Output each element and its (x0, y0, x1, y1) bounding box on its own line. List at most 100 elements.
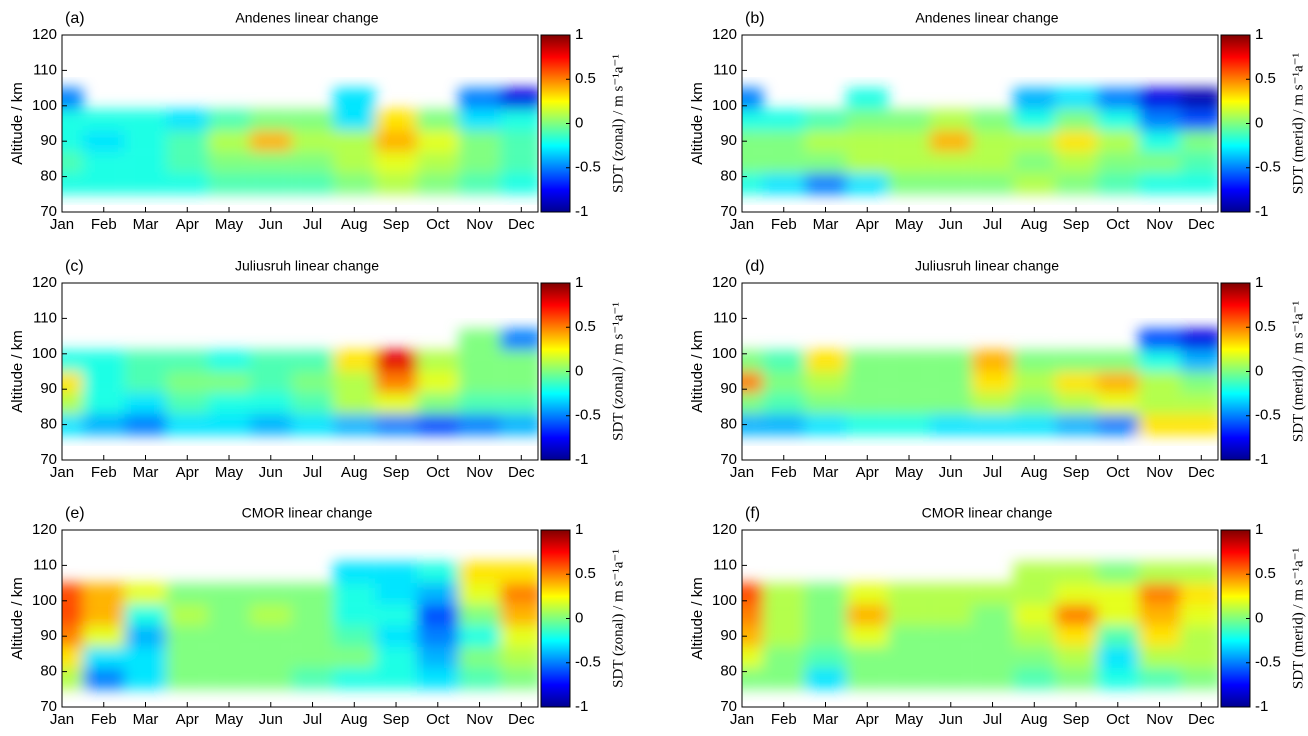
x-tick-label: Sep (1063, 464, 1090, 481)
colorbar-tick-label: -0.5 (1255, 159, 1281, 176)
cell (1096, 625, 1139, 647)
cell (742, 371, 763, 393)
cell (416, 173, 459, 195)
cell (458, 413, 501, 436)
cell (1013, 392, 1056, 414)
cell (1138, 350, 1181, 372)
x-tick-label: Jul (983, 464, 1002, 481)
cell (971, 130, 1014, 152)
cell (333, 350, 376, 372)
cell (249, 413, 292, 436)
cell (929, 668, 972, 690)
cell (166, 130, 209, 152)
x-tick-label: May (215, 711, 244, 728)
panel-tag: (b) (745, 10, 765, 27)
y-tick-label: 70 (720, 698, 737, 715)
x-tick-label: Dec (1188, 216, 1215, 233)
x-tick-label: Feb (771, 711, 797, 728)
cell (1138, 646, 1181, 669)
x-tick-label: Nov (1146, 464, 1173, 481)
field (742, 561, 1218, 690)
x-tick-label: Jan (50, 464, 74, 481)
cell (416, 371, 459, 393)
cell (1013, 151, 1056, 174)
cell (166, 392, 209, 414)
cell (208, 413, 250, 436)
x-tick-label: Nov (1146, 216, 1173, 233)
cell (762, 413, 805, 436)
cell (500, 109, 538, 131)
cell (124, 173, 167, 195)
cell (62, 88, 83, 110)
x-tick-label: Sep (383, 216, 410, 233)
cell (62, 583, 83, 605)
y-axis-label: Altitude / km (9, 330, 26, 413)
cell (333, 173, 376, 195)
x-tick-label: Jun (939, 216, 963, 233)
axes-frame (741, 282, 1219, 461)
cell (375, 151, 417, 174)
x-tick-label: Aug (341, 711, 368, 728)
cell (1138, 173, 1181, 195)
colorbar-tick-label: 0.5 (575, 565, 596, 582)
y-axis-label: Altitude / km (9, 82, 26, 165)
cell (929, 350, 972, 372)
cell (1180, 583, 1218, 605)
cell (500, 668, 538, 690)
cell (62, 668, 83, 690)
cell (416, 583, 459, 605)
cell (846, 392, 889, 414)
cell (762, 646, 805, 669)
cell (1138, 371, 1181, 393)
cell (742, 625, 763, 647)
cell (1013, 646, 1056, 669)
cell (458, 88, 501, 110)
panel-title: CMOR linear change (242, 505, 373, 521)
cell (1096, 392, 1139, 414)
cell (762, 109, 805, 131)
colorbar-tick-label: -1 (575, 451, 588, 468)
y-tick-label: 120 (32, 274, 57, 291)
cell (82, 392, 125, 414)
cell (1180, 371, 1218, 393)
cell (166, 109, 209, 131)
y-tick-label: 70 (40, 698, 57, 715)
cell (1096, 646, 1139, 669)
cell (291, 173, 334, 195)
x-tick-label: Mar (133, 464, 159, 481)
cell (375, 392, 417, 414)
cell (375, 109, 417, 131)
panel-tag: (f) (745, 505, 760, 522)
cell (929, 413, 972, 436)
cell (1180, 392, 1218, 414)
cell (500, 371, 538, 393)
cell (249, 173, 292, 195)
y-tick-label: 120 (712, 521, 737, 538)
cell (458, 329, 501, 351)
cell (82, 625, 125, 647)
cell (166, 604, 209, 626)
cell (375, 604, 417, 626)
cell (333, 413, 376, 436)
cell (1013, 371, 1056, 393)
x-tick-label: Jun (259, 464, 283, 481)
cell (762, 392, 805, 414)
cell (929, 392, 972, 414)
cell (804, 350, 847, 372)
colorbar-tick-label: -0.5 (575, 159, 601, 176)
cell (208, 668, 250, 690)
cell (249, 371, 292, 393)
cell (1096, 583, 1139, 605)
cell (291, 109, 334, 131)
y-tick-label: 120 (32, 26, 57, 43)
cell (1055, 625, 1097, 647)
x-tick-label: Nov (466, 216, 493, 233)
cell (166, 371, 209, 393)
y-tick-label: 100 (712, 345, 737, 362)
x-tick-label: Jan (50, 711, 74, 728)
cell (500, 329, 538, 351)
cell (929, 646, 972, 669)
cell (1180, 130, 1218, 152)
field-cells (62, 329, 538, 436)
colorbar-tick-label: -0.5 (1255, 407, 1281, 424)
